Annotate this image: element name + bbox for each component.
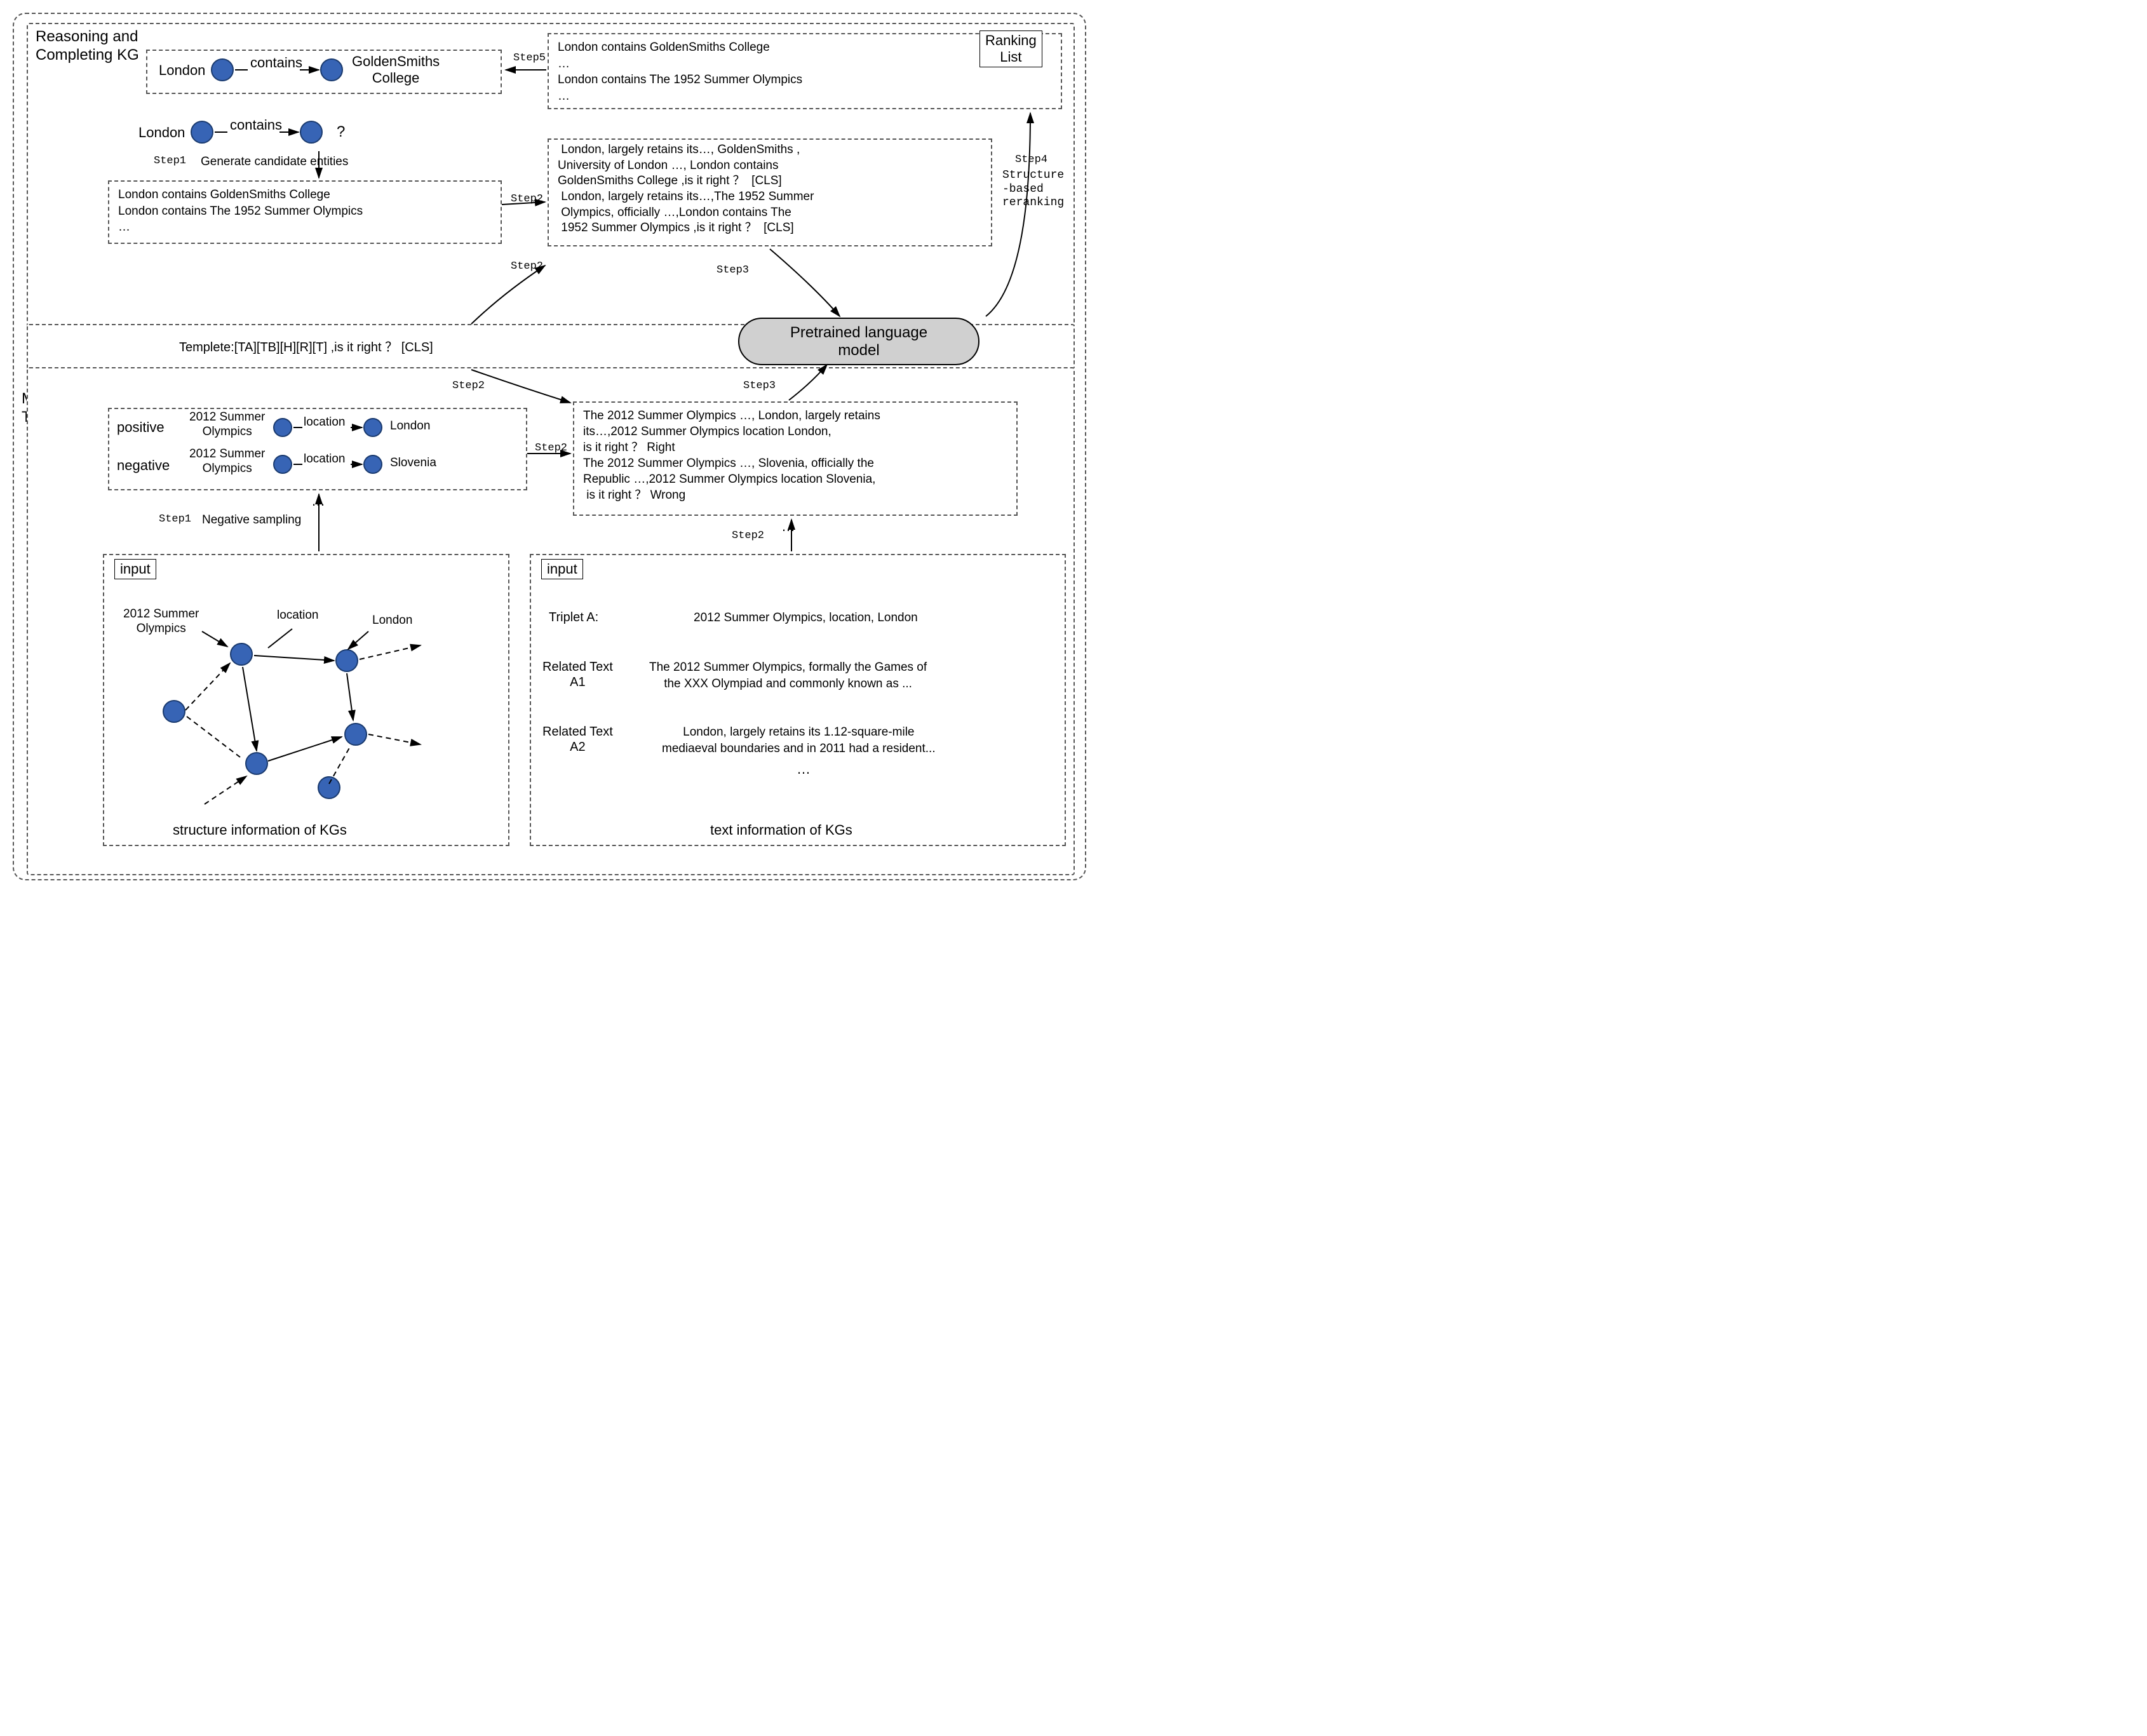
train-step2c: Step2 xyxy=(732,530,764,542)
template-text: Templete:[TA][TB][H][R][T] ,is it right … xyxy=(179,339,433,356)
candidates-text: London contains GoldenSmiths College Lon… xyxy=(118,187,363,236)
g5 xyxy=(245,752,268,775)
train-step2b: Step2 xyxy=(535,442,567,455)
g1 xyxy=(230,643,253,666)
rt1-text: The 2012 Summer Olympics, formally the G… xyxy=(649,659,927,692)
pos-ent: 2012 Summer Olympics xyxy=(189,410,265,440)
step4-text: Structure -based reranking xyxy=(1002,169,1064,210)
gen-label: Generate candidate entities xyxy=(201,155,348,170)
ranking-list-label: Ranking List xyxy=(979,30,1042,67)
query-rel: contains xyxy=(230,117,282,133)
struct-b: location xyxy=(277,609,319,623)
neg-sampling: Negative sampling xyxy=(202,513,301,528)
struct-a: 2012 Summer Olympics xyxy=(123,607,199,636)
step1-label: Step1 xyxy=(154,155,186,168)
train-step2a: Step2 xyxy=(452,380,485,393)
result-e2: GoldenSmiths College xyxy=(352,53,440,87)
pos-label: positive xyxy=(117,419,165,436)
step2a-label: Step2 xyxy=(511,193,543,206)
query-node1 xyxy=(191,121,213,144)
plm-oval: Pretrained language model xyxy=(738,318,979,365)
struct-c: London xyxy=(372,614,412,628)
posneg-dots: … xyxy=(311,493,325,509)
rt1-label: Related Text A1 xyxy=(542,659,613,690)
g3 xyxy=(163,700,185,723)
neg-ent: 2012 Summer Olympics xyxy=(189,447,265,476)
g4 xyxy=(344,723,367,746)
neg-rel: location xyxy=(304,452,346,467)
rt-dots: … xyxy=(797,761,811,777)
result-e1: London xyxy=(159,62,205,79)
cls-text: London, largely retains its…, GoldenSmit… xyxy=(558,142,814,236)
neg-label: negative xyxy=(117,457,170,474)
tripletA-text: 2012 Summer Olympics, location, London xyxy=(694,610,918,626)
reasoning-title: Reasoning and Completing KG xyxy=(36,28,139,65)
pos-tail: London xyxy=(390,419,430,434)
input-struct-label: input xyxy=(114,559,156,579)
diagram-root: Reasoning and Completing KG London conta… xyxy=(13,13,1086,880)
pos-rel: location xyxy=(304,415,346,430)
step4-label: Step4 xyxy=(1015,154,1047,166)
struct-title: structure information of KGs xyxy=(173,822,347,838)
pos-n1 xyxy=(273,418,292,437)
query-e1: London xyxy=(138,124,185,141)
neg-n2 xyxy=(363,455,382,474)
g6 xyxy=(318,776,340,799)
neg-n1 xyxy=(273,455,292,474)
result-node1 xyxy=(211,58,234,81)
rt2-label: Related Text A2 xyxy=(542,724,613,755)
text-title: text information of KGs xyxy=(710,822,852,838)
train-step1: Step1 xyxy=(159,513,191,526)
query-tail: ? xyxy=(337,123,345,142)
input-text-box xyxy=(530,554,1066,846)
rt2-text: London, largely retains its 1.12-square-… xyxy=(662,724,936,757)
ranking-text: London contains GoldenSmiths College … L… xyxy=(558,39,802,105)
input-text-label: input xyxy=(541,559,583,579)
input-struct-box xyxy=(103,554,509,846)
g2 xyxy=(335,649,358,672)
training-out-text: The 2012 Summer Olympics …, London, larg… xyxy=(583,408,880,503)
step3-label: Step3 xyxy=(717,264,749,277)
pos-n2 xyxy=(363,418,382,437)
train-step3: Step3 xyxy=(743,380,776,393)
neg-tail: Slovenia xyxy=(390,456,436,471)
step2b-label: Step2 xyxy=(511,260,543,273)
result-node2 xyxy=(320,58,343,81)
step5-label: Step5 xyxy=(513,52,546,65)
tripletA-label: Triplet A: xyxy=(549,610,598,625)
result-rel: contains xyxy=(250,55,302,71)
query-node2 xyxy=(300,121,323,144)
train-out-dots: … xyxy=(781,518,795,535)
